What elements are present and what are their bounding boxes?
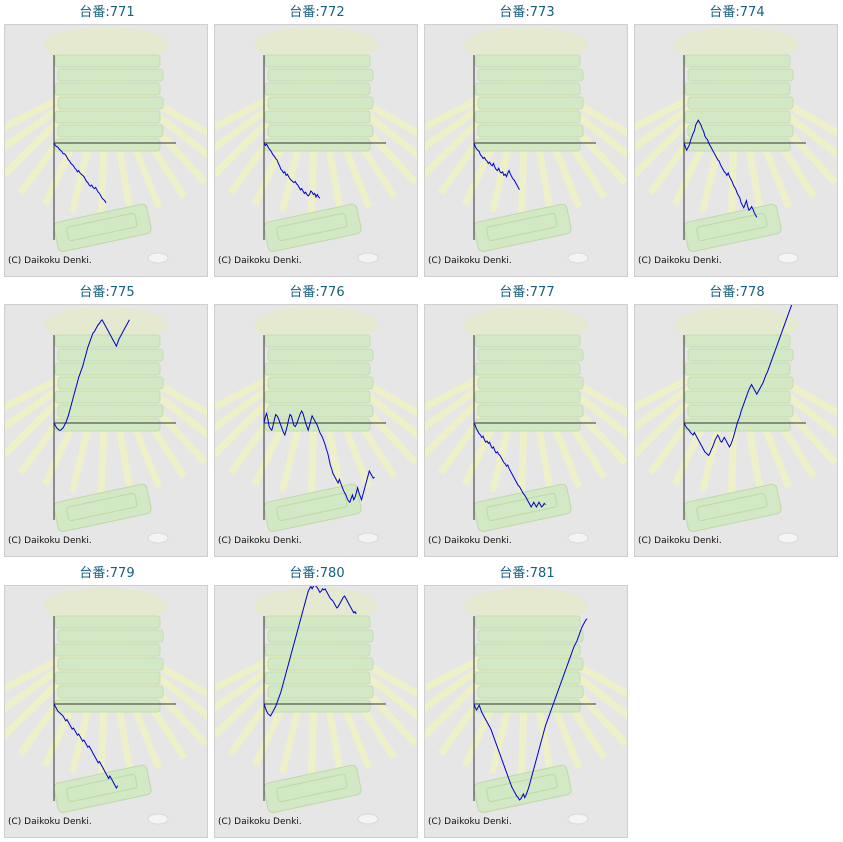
pachislot-background-image bbox=[5, 307, 207, 544]
chart-frame: (C) Daikoku Denki. bbox=[214, 24, 418, 277]
series-line bbox=[53, 142, 107, 204]
series-line bbox=[473, 142, 520, 191]
series-line bbox=[53, 703, 119, 790]
pachislot-background-image bbox=[5, 27, 207, 264]
series-line bbox=[263, 409, 375, 504]
chart-frame: (C) Daikoku Denki. bbox=[4, 24, 208, 277]
copyright-text: (C) Daikoku Denki. bbox=[428, 536, 512, 546]
chart-title[interactable]: 台番:776 bbox=[289, 285, 345, 300]
copyright-text: (C) Daikoku Denki. bbox=[218, 817, 302, 827]
chart-title[interactable]: 台番:781 bbox=[499, 566, 555, 581]
chart-svg bbox=[635, 305, 837, 544]
chart-frame: (C) Daikoku Denki. bbox=[424, 24, 628, 277]
chart-svg bbox=[425, 588, 627, 825]
chart-svg bbox=[5, 588, 207, 825]
chart-svg bbox=[215, 307, 417, 544]
series-line bbox=[263, 586, 357, 717]
chart-svg bbox=[5, 307, 207, 544]
pachislot-background-image bbox=[635, 307, 837, 544]
chart-title[interactable]: 台番:773 bbox=[499, 5, 555, 20]
copyright-text: (C) Daikoku Denki. bbox=[8, 256, 92, 266]
copyright-text: (C) Daikoku Denki. bbox=[428, 817, 512, 827]
chart-title[interactable]: 台番:780 bbox=[289, 566, 345, 581]
chart-svg bbox=[5, 27, 207, 264]
pachislot-background-image bbox=[215, 27, 417, 264]
chart-frame: (C) Daikoku Denki. bbox=[214, 585, 418, 838]
series-line bbox=[683, 119, 758, 218]
chart-frame: (C) Daikoku Denki. bbox=[424, 585, 628, 838]
chart-title[interactable]: 台番:771 bbox=[79, 5, 135, 20]
series-line bbox=[473, 422, 546, 509]
copyright-text: (C) Daikoku Denki. bbox=[638, 536, 722, 546]
chart-frame: (C) Daikoku Denki. bbox=[424, 304, 628, 557]
chart-title[interactable]: 台番:779 bbox=[79, 566, 135, 581]
copyright-text: (C) Daikoku Denki. bbox=[8, 817, 92, 827]
copyright-text: (C) Daikoku Denki. bbox=[218, 256, 302, 266]
chart-title[interactable]: 台番:778 bbox=[709, 285, 765, 300]
series-line bbox=[683, 305, 793, 457]
pachislot-background-image bbox=[635, 27, 837, 264]
chart-title[interactable]: 台番:777 bbox=[499, 285, 555, 300]
copyright-text: (C) Daikoku Denki. bbox=[8, 536, 92, 546]
copyright-text: (C) Daikoku Denki. bbox=[638, 256, 722, 266]
copyright-text: (C) Daikoku Denki. bbox=[428, 256, 512, 266]
series-line bbox=[263, 142, 321, 199]
pachislot-background-image bbox=[215, 588, 417, 825]
chart-frame: (C) Daikoku Denki. bbox=[4, 585, 208, 838]
series-line bbox=[53, 318, 130, 431]
chart-svg bbox=[425, 307, 627, 544]
chart-frame: (C) Daikoku Denki. bbox=[634, 24, 838, 277]
chart-svg bbox=[215, 586, 417, 825]
pachislot-background-image bbox=[425, 27, 627, 264]
pachislot-background-image bbox=[425, 588, 627, 825]
series-line bbox=[473, 618, 588, 801]
chart-title[interactable]: 台番:772 bbox=[289, 5, 345, 20]
pachislot-background-image bbox=[215, 307, 417, 544]
chart-svg bbox=[635, 27, 837, 264]
copyright-text: (C) Daikoku Denki. bbox=[218, 536, 302, 546]
chart-frame: (C) Daikoku Denki. bbox=[214, 304, 418, 557]
chart-svg bbox=[425, 27, 627, 264]
chart-frame: (C) Daikoku Denki. bbox=[634, 304, 838, 557]
chart-frame: (C) Daikoku Denki. bbox=[4, 304, 208, 557]
pachislot-background-image bbox=[5, 588, 207, 825]
pachislot-background-image bbox=[425, 307, 627, 544]
chart-title[interactable]: 台番:774 bbox=[709, 5, 765, 20]
chart-title[interactable]: 台番:775 bbox=[79, 285, 135, 300]
chart-svg bbox=[215, 27, 417, 264]
